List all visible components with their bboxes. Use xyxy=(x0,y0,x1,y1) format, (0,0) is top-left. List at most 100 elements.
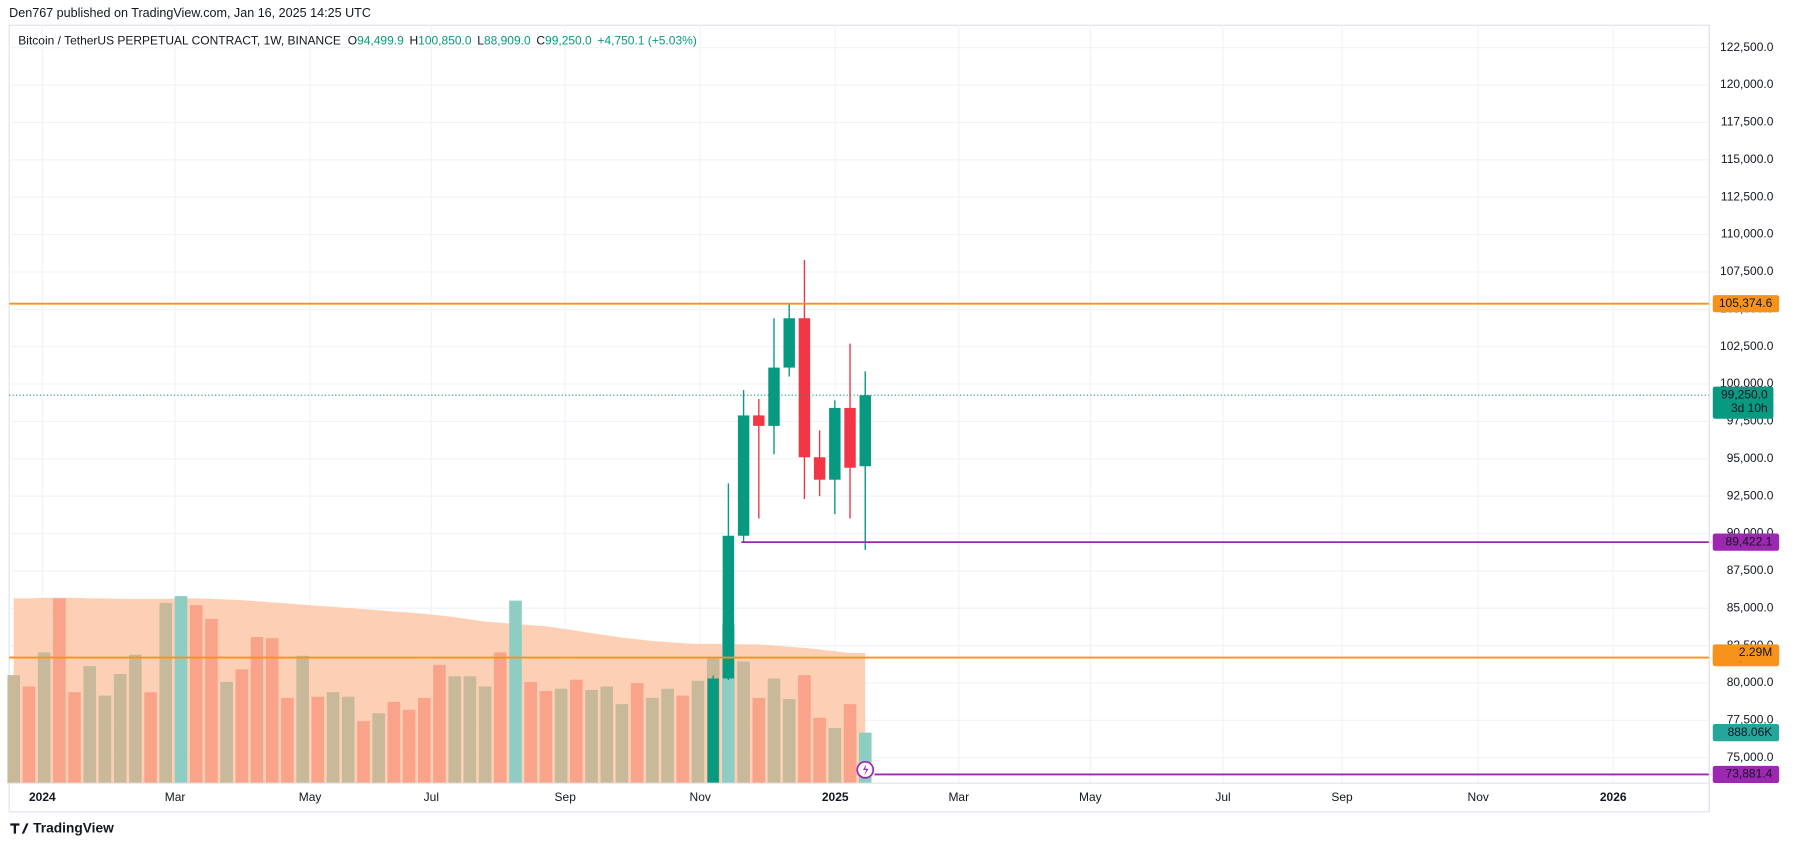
open-value: 94,499.9 xyxy=(357,33,404,47)
level-tag-label: 89,422.1 xyxy=(1726,534,1773,548)
y-tick-label: 75,000.0 xyxy=(1727,750,1774,764)
logo-mark xyxy=(10,823,29,834)
volume-bar xyxy=(782,698,796,784)
candle-body xyxy=(844,407,856,468)
volume-bar xyxy=(798,675,811,784)
y-tick-label: 110,000.0 xyxy=(1721,227,1774,241)
close-value: 99,250.0 xyxy=(545,33,592,47)
x-tick-label: Sep xyxy=(555,790,577,804)
volume-bar xyxy=(554,688,568,784)
high-value: 100,850.0 xyxy=(418,33,472,47)
level-tag-label: 73,881.4 xyxy=(1726,767,1773,781)
volume-tag xyxy=(1712,724,1780,742)
volume-bar xyxy=(189,605,203,784)
volume-bar xyxy=(159,602,173,784)
volume-bar xyxy=(478,686,492,784)
x-tick-label: May xyxy=(1079,790,1102,804)
volume-bar xyxy=(402,709,416,784)
low-key: L xyxy=(477,33,484,47)
volume-bar xyxy=(661,688,674,784)
volume-bar xyxy=(691,680,705,784)
x-tick-label: May xyxy=(299,790,322,804)
footer-logo: TradingView xyxy=(10,821,114,836)
x-tick-label: Jul xyxy=(424,790,439,804)
volume-bar xyxy=(676,695,690,784)
candle-body xyxy=(813,457,826,480)
last-price-tag xyxy=(1712,386,1774,419)
volume-bar xyxy=(843,704,857,784)
alert-bolt xyxy=(862,764,869,776)
volume-bar xyxy=(113,673,127,784)
close-key: C xyxy=(536,33,545,47)
volume-bar xyxy=(7,675,21,784)
volume-bar xyxy=(767,678,781,784)
volume-bar xyxy=(83,666,97,784)
level-tag xyxy=(1712,765,1780,784)
change: +4,750.1 (+5.03%) xyxy=(597,33,696,47)
x-tick-label: 2026 xyxy=(1600,790,1627,804)
level-tag-label: 105,374.6 xyxy=(1719,296,1773,310)
y-tick-label: 117,500.0 xyxy=(1721,115,1774,129)
volume-bar xyxy=(585,689,598,784)
volume-bar xyxy=(235,669,249,784)
level-tag xyxy=(1712,533,1780,551)
volume-bar xyxy=(372,713,385,784)
y-tick-label: 95,000.0 xyxy=(1727,451,1774,465)
x-tick-label: Mar xyxy=(165,790,186,804)
volume-bar xyxy=(174,596,188,784)
candle-body xyxy=(707,678,719,784)
volume-bar xyxy=(205,618,218,784)
y-tick-label: 77,500.0 xyxy=(1727,713,1774,727)
volume-bar xyxy=(144,692,157,784)
volume-bar xyxy=(813,717,826,784)
volume-bar xyxy=(53,598,66,784)
brand: TradingView xyxy=(33,821,114,836)
candle-body xyxy=(783,318,795,368)
volume-tag-label: 888.06K xyxy=(1728,725,1773,739)
volume-bar xyxy=(357,721,370,784)
y-tick-label: 92,500.0 xyxy=(1727,488,1774,502)
volume-bar xyxy=(37,652,51,784)
x-tick-label: Mar xyxy=(948,790,969,804)
volume-bar xyxy=(463,676,477,784)
x-tick-label: 2025 xyxy=(822,790,849,804)
symbol: Bitcoin / TetherUS PERPETUAL CONTRACT, 1… xyxy=(18,33,341,47)
candles xyxy=(707,259,871,784)
volume-bar xyxy=(600,686,614,784)
volume-bar xyxy=(220,681,233,784)
volume-bar xyxy=(417,697,431,784)
volume-bar xyxy=(68,692,81,784)
volume-bar xyxy=(630,683,644,784)
countdown-label: 3d 10h xyxy=(1731,401,1768,415)
volume-bar xyxy=(296,655,309,784)
candle-body xyxy=(798,318,811,458)
y-tick-label: 120,000.0 xyxy=(1720,77,1774,91)
price-tags: 105,374.689,422.181,699.873,881.42.29M88… xyxy=(1712,295,1780,784)
open-key: O xyxy=(348,33,357,47)
grid xyxy=(9,25,1710,784)
volume-bar xyxy=(828,727,842,784)
last-price-label: 99,250.0 xyxy=(1721,387,1768,401)
volume-bar xyxy=(98,695,112,784)
volume-bar xyxy=(129,654,142,784)
volume-bar xyxy=(570,679,583,784)
levels xyxy=(9,302,1710,779)
y-tick-label: 115,000.0 xyxy=(1721,152,1774,166)
volume-bar xyxy=(524,681,538,784)
x-tick-label: Jul xyxy=(1215,790,1230,804)
candle-body xyxy=(737,415,750,536)
y-tick-label: 102,500.0 xyxy=(1720,339,1774,353)
volume-tag-label: 2.29M xyxy=(1739,645,1772,659)
y-tick-label: 112,500.0 xyxy=(1721,189,1774,203)
volume-bar xyxy=(615,704,629,784)
x-tick-label: Nov xyxy=(1468,790,1489,804)
candle-body xyxy=(829,407,841,480)
volume-bar xyxy=(433,664,446,784)
high-key: H xyxy=(410,33,419,47)
legend: Bitcoin / TetherUS PERPETUAL CONTRACT, 1… xyxy=(18,33,697,47)
volume-bar xyxy=(494,652,507,784)
candle-body xyxy=(753,415,765,426)
volume-bar xyxy=(448,676,461,784)
x-tick-label: 2024 xyxy=(29,790,56,804)
volume-bar xyxy=(387,701,401,784)
